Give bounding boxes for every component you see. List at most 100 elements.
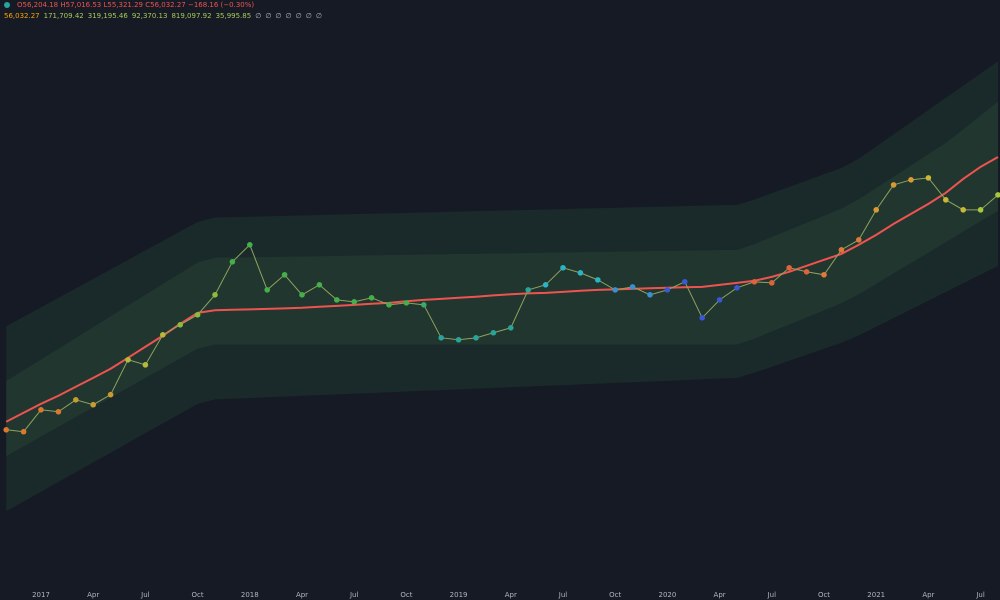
price-point	[403, 300, 410, 306]
price-point	[212, 292, 218, 298]
x-tick-label: Oct	[192, 591, 204, 599]
price-point	[629, 284, 636, 290]
x-tick-label: Jul	[349, 591, 359, 599]
price-point	[229, 258, 236, 265]
price-point	[908, 177, 914, 183]
price-point	[334, 297, 340, 303]
price-point	[421, 302, 427, 308]
indicator-value: ∅	[315, 12, 322, 20]
price-point	[473, 335, 479, 341]
indicator-value: 92,370.13	[131, 12, 168, 20]
price-point	[751, 279, 758, 285]
price-point	[734, 284, 740, 291]
price-point	[977, 207, 984, 213]
price-point	[455, 336, 462, 343]
x-tick-label: Oct	[818, 591, 830, 599]
x-tick-label: Oct	[609, 591, 621, 599]
price-point	[177, 322, 183, 328]
price-point	[281, 271, 288, 278]
price-point	[803, 268, 810, 275]
price-point	[890, 182, 897, 188]
price-point	[873, 207, 879, 213]
price-point	[351, 299, 358, 305]
indicator-value: 171,709.42	[43, 12, 84, 20]
price-point	[525, 287, 531, 293]
price-point	[125, 356, 131, 363]
indicator-value: ∅	[265, 12, 272, 20]
price-point	[316, 282, 323, 288]
x-tick-label: Apr	[922, 591, 934, 599]
x-tick-label: Apr	[714, 591, 726, 599]
x-tick-label: 2018	[241, 591, 259, 599]
x-tick-label: Jul	[140, 591, 150, 599]
price-point	[73, 396, 79, 403]
price-point	[995, 192, 1000, 198]
indicator-value: ∅	[285, 12, 292, 20]
price-point	[960, 207, 966, 213]
ohlc-values: O56,204.18 H57,016.53 L55,321.29 C56,032…	[17, 1, 255, 9]
price-point	[508, 325, 514, 331]
band-area	[6, 101, 998, 457]
price-point	[542, 282, 549, 288]
indicator-value: 819,097.92	[171, 12, 212, 20]
x-tick-label: 2017	[32, 591, 50, 599]
price-point	[716, 297, 723, 303]
x-tick-label: Apr	[505, 591, 517, 599]
indicator-value: ∅	[305, 12, 312, 20]
indicator-value: ∅	[275, 12, 282, 20]
symbol-icon	[4, 2, 10, 8]
price-point	[194, 312, 201, 318]
indicator-value: 56,032.27	[4, 12, 40, 20]
price-point	[107, 391, 114, 398]
price-point	[142, 362, 149, 368]
price-point	[699, 315, 705, 321]
price-point	[647, 292, 653, 298]
price-point	[925, 175, 932, 181]
x-tick-label: Jul	[767, 591, 777, 599]
price-point	[55, 408, 62, 415]
price-point	[386, 302, 392, 308]
x-tick-label: Apr	[87, 591, 99, 599]
price-point	[612, 287, 618, 293]
price-point	[20, 428, 27, 435]
band-area	[6, 61, 998, 381]
x-tick-label: Apr	[296, 591, 308, 599]
price-line	[6, 177, 999, 433]
price-point	[3, 426, 10, 433]
price-point	[856, 237, 862, 243]
indicator-value: ∅	[255, 12, 262, 20]
price-point	[264, 287, 271, 293]
price-point	[682, 279, 688, 285]
price-point	[769, 280, 775, 286]
price-point	[160, 332, 166, 338]
price-point	[560, 264, 566, 271]
price-point	[786, 264, 792, 271]
x-tick-label: Jul	[558, 591, 568, 599]
indicator-value: ∅	[295, 12, 302, 20]
x-tick-label: Jul	[975, 591, 985, 599]
price-point	[38, 406, 44, 413]
price-point	[943, 197, 949, 203]
x-tick-label: 2021	[867, 591, 885, 599]
ohlc-header: O56,204.18 H57,016.53 L55,321.29 C56,032…	[4, 1, 254, 9]
x-tick-label: 2020	[658, 591, 676, 599]
band-area	[6, 211, 998, 512]
price-point	[838, 247, 845, 253]
indicator-value: 35,995.85	[215, 12, 252, 20]
indicator-value: 319,195.46	[87, 12, 128, 20]
price-point	[595, 277, 601, 283]
price-point	[90, 401, 96, 408]
price-point	[438, 335, 445, 341]
price-point	[664, 287, 671, 293]
indicator-values: 56,032.27 171,709.42 319,195.46 92,370.13 81…	[4, 12, 322, 20]
x-tick-label: Oct	[400, 591, 412, 599]
price-point	[368, 294, 375, 301]
x-tick-label: 2019	[450, 591, 468, 599]
price-point	[299, 292, 305, 298]
price-point	[490, 329, 497, 336]
price-point	[577, 270, 584, 276]
price-point	[821, 271, 827, 278]
price-point	[247, 242, 253, 248]
